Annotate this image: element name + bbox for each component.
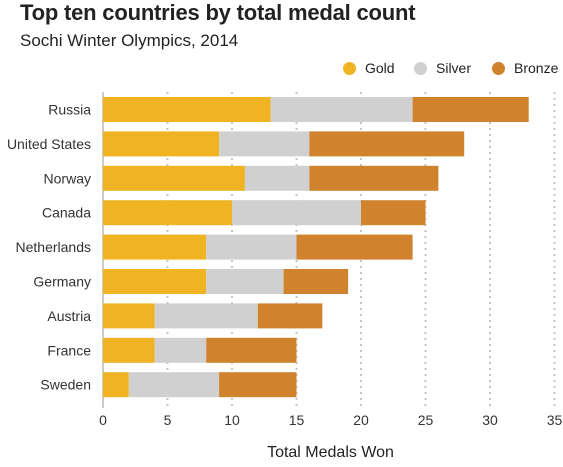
bar-norway-bronze — [309, 165, 439, 191]
y-tick-label-austria: Austria — [47, 308, 91, 324]
legend-label-bronze: Bronze — [514, 60, 559, 76]
x-axis-title: Total Medals Won — [267, 444, 394, 461]
bar-netherlands-gold — [103, 234, 207, 260]
bar-norway-gold — [103, 165, 245, 191]
legend-item-silver: Silver — [414, 60, 471, 76]
x-tick-label-25: 25 — [418, 412, 434, 428]
bar-france-bronze — [206, 337, 297, 363]
y-tick-label-united-states: United States — [7, 136, 91, 152]
legend-swatch-silver — [414, 61, 427, 75]
bar-russia-gold — [103, 97, 271, 122]
legend: Gold Silver Bronze — [0, 60, 563, 80]
y-tick-label-france: France — [47, 342, 91, 358]
bar-netherlands-bronze — [296, 234, 413, 260]
bar-united-states-gold — [103, 131, 220, 157]
bar-france-gold — [103, 337, 155, 363]
bar-sweden-bronze — [219, 372, 297, 398]
x-tick-label-0: 0 — [99, 412, 107, 428]
bar-france-silver — [154, 337, 207, 363]
x-tick-labels: 0 5 10 15 20 25 30 35 — [99, 412, 562, 428]
bar-netherlands-silver — [206, 234, 297, 260]
bars — [103, 97, 529, 398]
bar-russia-silver — [270, 97, 413, 122]
x-tick-label-15: 15 — [289, 412, 305, 428]
bar-canada-bronze — [361, 200, 426, 226]
x-tick-label-30: 30 — [482, 412, 498, 428]
x-tick-label-35: 35 — [547, 412, 563, 428]
bar-united-states-bronze — [309, 131, 465, 157]
y-tick-label-germany: Germany — [33, 274, 91, 290]
legend-swatch-bronze — [492, 61, 505, 75]
bar-russia-bronze — [412, 97, 529, 122]
bar-germany-silver — [206, 269, 284, 294]
legend-swatch-gold — [343, 61, 356, 75]
y-tick-label-norway: Norway — [44, 170, 91, 186]
y-tick-label-netherlands: Netherlands — [16, 239, 92, 255]
y-tick-label-sweden: Sweden — [40, 377, 91, 393]
y-tick-label-russia: Russia — [48, 102, 91, 118]
bar-germany-bronze — [283, 269, 349, 294]
bar-austria-silver — [154, 303, 258, 329]
y-tick-label-canada: Canada — [42, 205, 91, 221]
x-tick-label-10: 10 — [224, 412, 240, 428]
chart-subtitle: Sochi Winter Olympics, 2014 — [20, 31, 239, 50]
bar-austria-gold — [103, 303, 155, 329]
bar-sweden-gold — [103, 372, 129, 398]
y-tick-labels: Russia United States Norway Canada Netherlan… — [7, 102, 91, 393]
chart-title: Top ten countries by total medal count — [20, 0, 416, 25]
legend-label-silver: Silver — [436, 60, 472, 76]
legend-item-bronze: Bronze — [492, 60, 558, 76]
x-tick-label-20: 20 — [353, 412, 369, 428]
bar-austria-bronze — [257, 303, 323, 329]
bar-canada-silver — [232, 200, 361, 226]
x-tick-label-5: 5 — [164, 412, 172, 428]
bar-united-states-silver — [219, 131, 310, 157]
bar-sweden-silver — [128, 372, 220, 398]
bar-norway-silver — [244, 165, 310, 191]
bar-germany-gold — [103, 269, 207, 294]
bar-canada-gold — [103, 200, 232, 226]
legend-label-gold: Gold — [365, 60, 395, 76]
legend-item-gold: Gold — [343, 60, 395, 76]
